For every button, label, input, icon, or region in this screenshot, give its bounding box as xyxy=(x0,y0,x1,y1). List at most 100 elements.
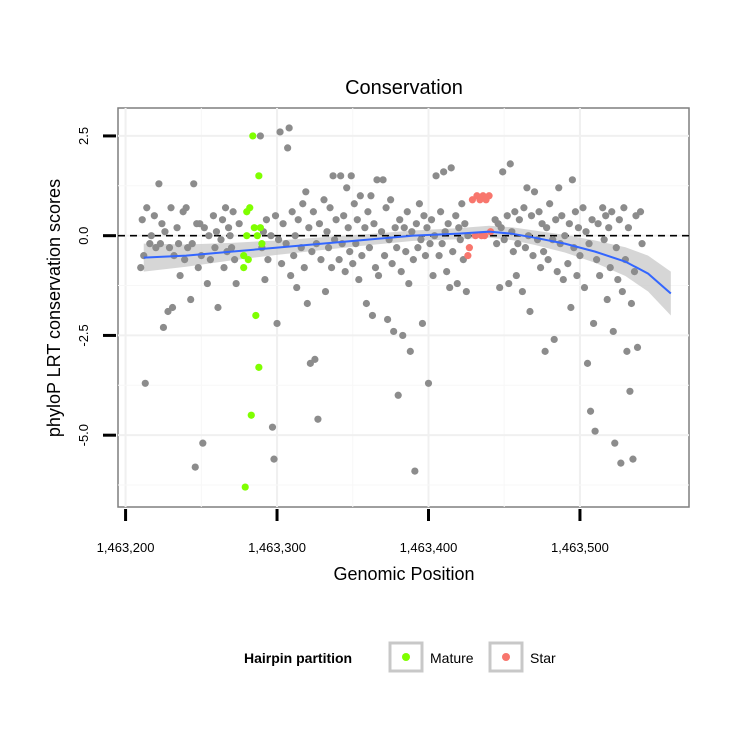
point-other xyxy=(514,240,522,248)
point-other xyxy=(168,303,177,312)
point-other xyxy=(515,216,523,224)
y-tick-label: -2.5 xyxy=(76,324,91,346)
point-other xyxy=(606,264,614,272)
point-other xyxy=(573,271,581,280)
point-other xyxy=(518,287,526,296)
plot-panel xyxy=(117,107,690,508)
point-other xyxy=(438,240,446,248)
point-other xyxy=(231,256,239,264)
point-other xyxy=(544,256,552,264)
point-other xyxy=(582,228,590,236)
point-other xyxy=(158,220,166,228)
point-other xyxy=(187,295,195,304)
point-other xyxy=(326,204,334,212)
point-other xyxy=(426,240,434,248)
point-other xyxy=(262,216,271,224)
legend: Hairpin partition Mature Star xyxy=(244,641,556,673)
point-other xyxy=(446,283,454,292)
point-other xyxy=(368,311,377,320)
point-other xyxy=(227,244,236,252)
point-other xyxy=(593,256,601,264)
point-other xyxy=(383,315,392,324)
point-other xyxy=(444,220,452,228)
point-mature xyxy=(247,411,255,419)
point-other xyxy=(288,208,296,216)
point-other xyxy=(332,216,340,224)
point-other xyxy=(618,287,626,296)
point-other xyxy=(627,299,636,308)
x-axis: 1,463,200 1,463,300 1,463,400 1,463,500 xyxy=(97,509,609,555)
point-other xyxy=(300,264,308,272)
point-mature xyxy=(255,363,263,371)
point-other xyxy=(224,224,233,232)
point-other xyxy=(159,323,168,332)
point-other xyxy=(539,248,548,256)
point-other xyxy=(623,347,631,355)
point-other xyxy=(235,220,243,228)
point-other xyxy=(217,236,225,244)
point-other xyxy=(379,176,387,184)
point-other xyxy=(462,287,470,296)
point-other xyxy=(559,275,567,284)
point-other xyxy=(350,200,358,208)
point-other xyxy=(188,240,196,248)
point-other xyxy=(374,271,383,280)
point-other xyxy=(284,144,292,152)
point-other xyxy=(176,271,184,280)
point-other xyxy=(602,212,610,220)
point-other xyxy=(543,224,551,232)
point-other xyxy=(609,327,617,336)
point-other xyxy=(408,228,416,236)
point-other xyxy=(341,267,349,276)
point-other xyxy=(276,128,284,136)
point-other xyxy=(361,224,369,232)
point-other xyxy=(617,459,625,467)
point-other xyxy=(200,224,208,232)
point-other xyxy=(270,455,278,463)
point-other xyxy=(600,236,608,244)
point-other xyxy=(370,220,378,228)
point-other xyxy=(630,267,639,276)
point-other xyxy=(346,248,354,256)
point-other xyxy=(456,236,464,244)
point-star xyxy=(480,232,489,240)
point-mature xyxy=(252,311,260,320)
point-other xyxy=(293,283,301,292)
point-other xyxy=(561,232,569,240)
point-other xyxy=(536,264,545,272)
point-other xyxy=(353,216,361,224)
point-star xyxy=(465,244,473,252)
point-other xyxy=(138,216,146,224)
point-other xyxy=(214,303,222,312)
point-other xyxy=(396,216,404,224)
point-other xyxy=(182,204,190,212)
point-other xyxy=(455,224,463,232)
y-axis: 2.5 0.0 -2.5 -5.0 xyxy=(76,127,116,446)
point-other xyxy=(315,220,324,228)
point-other xyxy=(521,244,530,252)
point-star xyxy=(485,192,493,200)
data-points xyxy=(137,124,646,491)
point-other xyxy=(412,220,420,228)
point-other xyxy=(305,224,313,232)
point-other xyxy=(347,172,355,180)
point-other xyxy=(629,455,637,463)
point-other xyxy=(274,236,283,244)
point-other xyxy=(505,279,513,288)
point-mature xyxy=(255,172,263,180)
point-other xyxy=(349,260,357,268)
point-other xyxy=(432,172,440,180)
point-other xyxy=(500,236,508,244)
point-other xyxy=(356,192,364,200)
x-tick-label: 1,463,400 xyxy=(400,540,458,555)
point-other xyxy=(594,220,602,228)
point-mature xyxy=(243,208,251,216)
point-other xyxy=(337,172,345,180)
point-other xyxy=(320,196,328,204)
point-other xyxy=(362,299,370,308)
point-other xyxy=(461,220,469,228)
point-other xyxy=(605,224,613,232)
point-other xyxy=(271,212,280,220)
point-other xyxy=(443,267,451,276)
point-other xyxy=(417,236,425,244)
